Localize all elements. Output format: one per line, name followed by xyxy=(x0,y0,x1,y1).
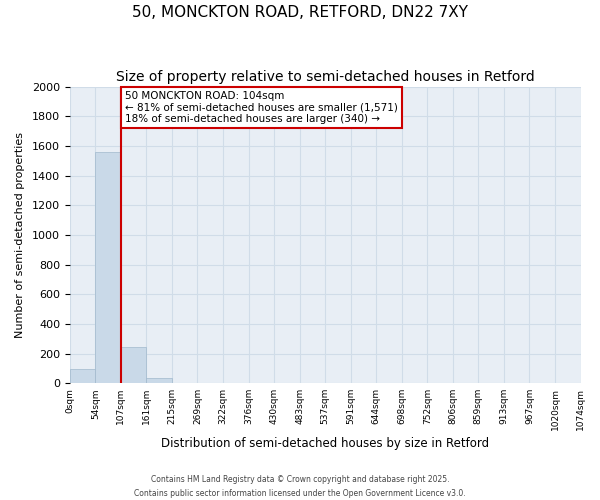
Text: Contains HM Land Registry data © Crown copyright and database right 2025.
Contai: Contains HM Land Registry data © Crown c… xyxy=(134,476,466,498)
Title: Size of property relative to semi-detached houses in Retford: Size of property relative to semi-detach… xyxy=(116,70,535,84)
Bar xyxy=(146,378,172,383)
X-axis label: Distribution of semi-detached houses by size in Retford: Distribution of semi-detached houses by … xyxy=(161,437,489,450)
Text: 50, MONCKTON ROAD, RETFORD, DN22 7XY: 50, MONCKTON ROAD, RETFORD, DN22 7XY xyxy=(132,5,468,20)
Bar xyxy=(95,152,121,383)
Y-axis label: Number of semi-detached properties: Number of semi-detached properties xyxy=(15,132,25,338)
Bar xyxy=(121,347,146,383)
Text: 50 MONCKTON ROAD: 104sqm
← 81% of semi-detached houses are smaller (1,571)
18% o: 50 MONCKTON ROAD: 104sqm ← 81% of semi-d… xyxy=(125,91,398,124)
Bar xyxy=(70,369,95,383)
